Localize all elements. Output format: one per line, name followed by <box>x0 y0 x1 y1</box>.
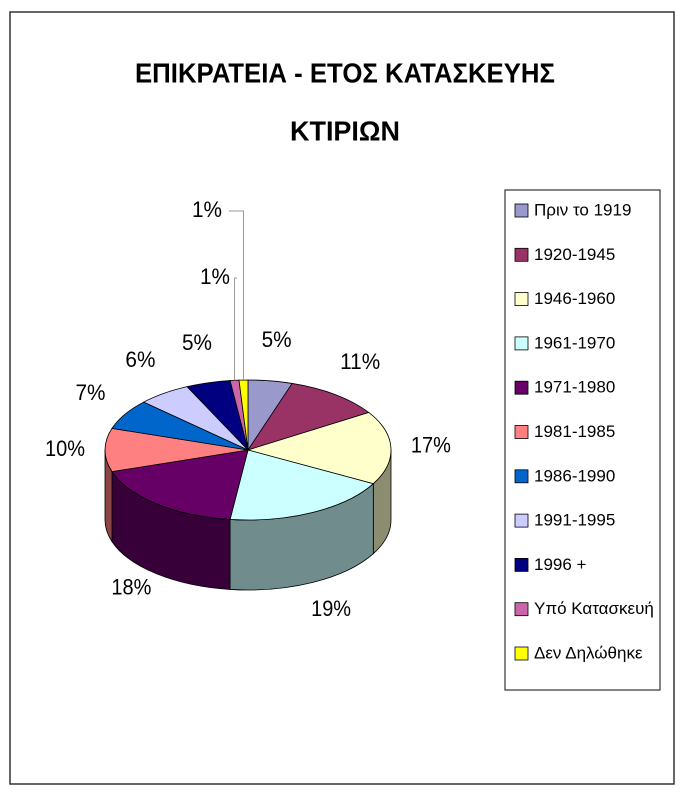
legend-label: 1981-1985 <box>534 422 615 441</box>
legend-swatch <box>514 425 529 439</box>
legend-label: 1996 + <box>534 555 587 574</box>
legend-label: Δεν Δηλώθηκε <box>534 643 643 662</box>
data-label: 11% <box>340 349 380 374</box>
chart-title: ΕΠΙΚΡΑΤΕΙΑ - ΕΤΟΣ ΚΑΤΑΣΚΕΥΗΣ <box>135 57 555 88</box>
legend-swatch <box>514 247 529 262</box>
legend-swatch <box>514 203 529 218</box>
legend-label: 1971-1980 <box>534 378 615 397</box>
leader-line <box>229 210 245 381</box>
legend-label: Υπό Κατασκευή <box>534 599 654 618</box>
data-label: 17% <box>411 432 451 457</box>
legend-swatch <box>514 380 529 395</box>
data-label: 18% <box>111 575 151 600</box>
leader-line <box>234 277 237 381</box>
data-label: 6% <box>125 347 155 372</box>
legend-label: 1961-1970 <box>534 333 615 352</box>
data-label: 1% <box>192 197 222 222</box>
pie-slice <box>246 412 392 485</box>
legend-label: 1991-1995 <box>534 511 615 530</box>
data-label: 10% <box>45 436 85 461</box>
chart-title: ΚΤΙΡΙΩΝ <box>290 115 400 146</box>
pie-slice <box>247 382 370 451</box>
legend-swatch <box>514 513 529 528</box>
pie-slice <box>104 427 249 473</box>
pie-slice <box>111 449 249 520</box>
data-label: 5% <box>182 330 212 355</box>
legend-label: 1920-1945 <box>534 245 615 264</box>
data-label: 5% <box>262 327 292 352</box>
legend-swatch <box>514 336 529 351</box>
legend-swatch <box>514 469 529 484</box>
data-label: 1% <box>200 264 230 289</box>
data-label: 19% <box>311 596 351 621</box>
legend-swatch <box>514 558 529 572</box>
legend-label: Πριν το 1919 <box>534 200 631 219</box>
legend-swatch <box>514 602 529 617</box>
legend-label: 1946-1960 <box>534 289 615 308</box>
legend-swatch <box>514 292 529 307</box>
data-label: 7% <box>75 380 105 405</box>
legend-box <box>504 189 661 691</box>
legend-label: 1986-1990 <box>534 466 615 485</box>
pie-slice <box>229 449 375 521</box>
legend-swatch <box>514 646 529 661</box>
